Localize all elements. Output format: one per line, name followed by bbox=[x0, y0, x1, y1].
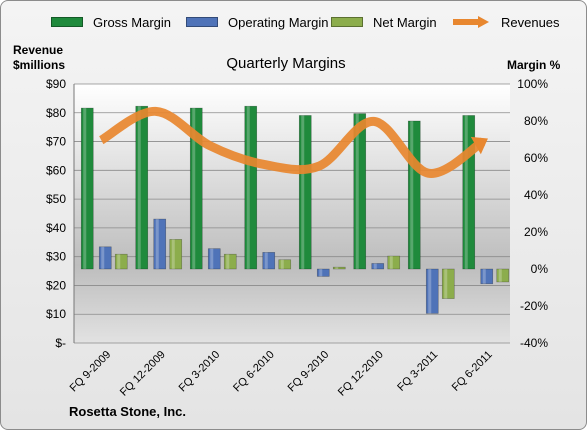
bar-highlight bbox=[464, 115, 468, 269]
operating-margin-bar bbox=[425, 268, 439, 314]
legend-label: Revenues bbox=[501, 14, 560, 30]
bar-highlight bbox=[319, 269, 323, 277]
operating-margin-bar bbox=[316, 268, 330, 277]
operating-margin-bar bbox=[371, 263, 385, 270]
bar-highlight bbox=[444, 269, 448, 299]
bar-highlight bbox=[264, 252, 268, 269]
category-label: FQ 3-2010 bbox=[177, 349, 223, 395]
legend-line-icon bbox=[453, 16, 489, 28]
net-margin-bar bbox=[387, 255, 401, 270]
left-tick-label: $80 bbox=[46, 106, 66, 120]
legend-item: Gross Margin bbox=[51, 11, 171, 33]
left-axis-label: Revenue $millions bbox=[13, 43, 66, 72]
bar-highlight bbox=[389, 256, 393, 269]
right-tick-label: 80% bbox=[524, 114, 548, 128]
bar-highlight bbox=[155, 219, 159, 269]
left-tick-label: $60 bbox=[46, 163, 66, 177]
gross-margin-bar bbox=[80, 107, 94, 270]
gross-margin-bar bbox=[407, 120, 421, 270]
chart-title: Quarterly Margins bbox=[226, 55, 346, 72]
company-name: Rosetta Stone, Inc. bbox=[69, 404, 187, 419]
left-tick-label: $- bbox=[55, 336, 66, 350]
category-label: FQ 9-2009 bbox=[68, 349, 114, 395]
left-tick-label: $70 bbox=[46, 135, 66, 149]
legend-label: Operating Margin bbox=[228, 14, 329, 30]
legend-label: Net Margin bbox=[373, 14, 437, 30]
left-tick-label: $40 bbox=[46, 221, 66, 235]
bar-highlight bbox=[355, 113, 359, 269]
category-label: FQ 12-2010 bbox=[336, 349, 386, 399]
legend: Gross Margin Operating Margin Net Margin Re… bbox=[1, 11, 586, 33]
right-tick-label: 40% bbox=[524, 188, 548, 202]
bar-highlight bbox=[226, 254, 230, 269]
legend-item: Net Margin bbox=[331, 11, 437, 33]
bar-highlight bbox=[410, 121, 414, 269]
right-tick-label: -20% bbox=[520, 299, 548, 313]
bar-highlight bbox=[210, 248, 214, 269]
legend-label: Gross Margin bbox=[93, 14, 172, 30]
left-tick-label: $20 bbox=[46, 278, 66, 292]
bar-highlight bbox=[280, 259, 284, 269]
left-tick-label: $10 bbox=[46, 307, 66, 321]
category-label: FQ 3-2011 bbox=[395, 349, 440, 394]
bar-highlight bbox=[171, 239, 175, 269]
bar-highlight bbox=[482, 269, 486, 284]
right-tick-label: 60% bbox=[524, 151, 548, 165]
left-tick-label: $30 bbox=[46, 250, 66, 264]
revenues-line bbox=[98, 106, 486, 178]
bar-highlight bbox=[498, 269, 502, 282]
right-tick-label: 100% bbox=[517, 77, 548, 91]
bar-highlight bbox=[246, 106, 250, 269]
bar-highlight bbox=[137, 106, 141, 269]
revenues-arrowhead bbox=[470, 136, 488, 155]
category-label: FQ 12-2009 bbox=[118, 349, 168, 399]
net-margin-bar bbox=[441, 268, 455, 299]
bar-highlight bbox=[373, 263, 377, 269]
net-margin-bar bbox=[169, 239, 183, 270]
operating-margin-bar bbox=[153, 218, 167, 270]
net-margin-bar bbox=[496, 268, 510, 283]
right-tick-label: 0% bbox=[531, 262, 549, 276]
operating-margin-bar bbox=[262, 252, 276, 270]
legend-swatch bbox=[331, 17, 363, 27]
legend-swatch bbox=[186, 17, 218, 27]
right-tick-label: 20% bbox=[524, 225, 548, 239]
bar-highlight bbox=[428, 269, 432, 314]
legend-item: Operating Margin bbox=[186, 11, 328, 33]
left-tick-label: $50 bbox=[46, 192, 66, 206]
category-label: FQ 9-2010 bbox=[286, 349, 332, 395]
operating-margin-bar bbox=[480, 268, 494, 285]
category-label: FQ 6-2011 bbox=[450, 349, 495, 394]
operating-margin-bar bbox=[207, 248, 221, 270]
bar-highlight bbox=[335, 267, 339, 269]
bar-highlight bbox=[101, 246, 105, 269]
bar-highlight bbox=[117, 254, 121, 269]
gross-margin-bar bbox=[244, 105, 258, 270]
bar-highlight bbox=[83, 108, 87, 269]
gross-margin-bar bbox=[189, 107, 203, 270]
gross-margin-bar bbox=[298, 115, 312, 270]
legend-item: Revenues bbox=[451, 11, 560, 33]
operating-margin-bar bbox=[98, 246, 112, 270]
bar-highlight bbox=[301, 115, 305, 269]
category-label: FQ 6-2010 bbox=[231, 349, 277, 395]
gross-margin-bar bbox=[135, 105, 149, 270]
net-margin-bar bbox=[114, 253, 128, 270]
gross-margin-bar bbox=[353, 113, 367, 270]
right-tick-label: -40% bbox=[520, 336, 548, 350]
net-margin-bar bbox=[223, 253, 237, 270]
right-axis-label: Margin % bbox=[507, 58, 561, 72]
bar-highlight bbox=[192, 108, 196, 269]
net-margin-bar bbox=[278, 259, 292, 270]
left-tick-label: $90 bbox=[46, 77, 66, 91]
net-margin-bar bbox=[332, 266, 346, 270]
legend-swatch bbox=[51, 17, 83, 27]
